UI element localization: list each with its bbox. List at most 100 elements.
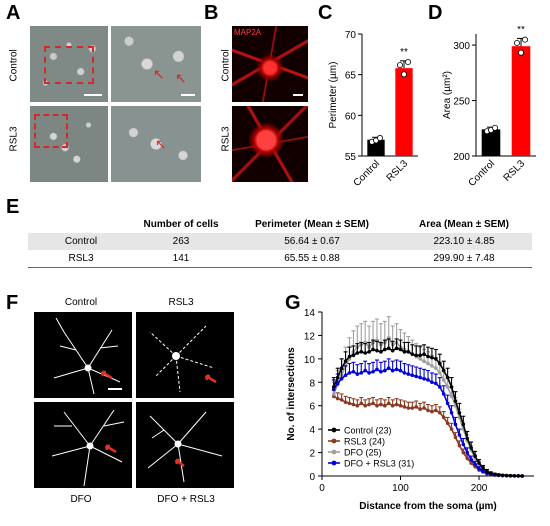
- y-tick-label: 4: [309, 425, 315, 436]
- data-point: [418, 407, 422, 412]
- panel-label-g: G: [285, 292, 301, 314]
- data-point: [398, 368, 403, 373]
- panel-label-b: B: [204, 2, 219, 24]
- y-axis-label: Area (µm²): [442, 71, 453, 119]
- data-point: [457, 433, 462, 437]
- data-point: [430, 355, 434, 360]
- data-point: [453, 435, 458, 440]
- data-point: [437, 410, 442, 415]
- panel-f-rsl3-image: [136, 312, 234, 398]
- table-cell: 223.10 ± 4.85: [433, 236, 495, 247]
- data-point: [343, 359, 348, 363]
- y-tick-label: 65: [345, 71, 357, 82]
- data-point: [405, 59, 412, 66]
- panel-f-control-image: [34, 312, 132, 398]
- table-row: RSL3 141 65.55 ± 0.88 299.90 ± 7.48: [28, 250, 532, 268]
- data-point: [485, 469, 489, 474]
- panel-label-c: C: [318, 2, 333, 24]
- panel-a-rsl3-zoom-image: ↖: [111, 106, 201, 182]
- panel-a-control-roi-box: [44, 46, 94, 84]
- data-point: [363, 351, 367, 355]
- data-point: [386, 346, 391, 351]
- data-point: [355, 372, 360, 376]
- panel-a-rsl3-overview-image: [30, 106, 108, 182]
- table-cell: Control: [64, 236, 98, 247]
- panel-label-d: D: [428, 2, 443, 24]
- y-tick-label: 2: [309, 449, 315, 460]
- data-point: [363, 368, 367, 373]
- arrow-icon: ↖: [155, 136, 167, 152]
- data-point: [441, 368, 446, 373]
- data-point: [445, 421, 450, 426]
- legend-label: DFO + RSL3 (31): [344, 459, 414, 469]
- panel-a-row-label-control: Control: [8, 49, 20, 82]
- data-point: [410, 406, 415, 410]
- data-point: [359, 401, 364, 406]
- data-point: [363, 403, 367, 408]
- x-tick-label: 0: [319, 483, 325, 494]
- data-point: [514, 39, 521, 46]
- data-point: [390, 368, 395, 373]
- panel-f-label-rsl3: RSL3: [168, 297, 194, 308]
- data-point: [469, 461, 473, 465]
- panel-f-dfo-rsl3-image: [136, 402, 234, 488]
- data-point: [496, 473, 501, 477]
- table-cell: 56.64 ± 0.67: [284, 236, 340, 247]
- panel-f-label-control: Control: [64, 297, 98, 308]
- panel-d-chart: 200 250 300 Area (µm²) Control RSL3 **: [442, 26, 536, 189]
- table-cell: 65.55 ± 0.88: [284, 253, 340, 264]
- panel-f-label-dfo-rsl3: DFO + RSL3: [157, 494, 215, 505]
- legend-marker: [331, 449, 337, 455]
- arrow-icon: [100, 370, 113, 380]
- data-point: [437, 385, 442, 389]
- table-header-row: Number of cells Perimeter (Mean ± SEM) A…: [28, 216, 532, 233]
- data-point: [402, 350, 407, 354]
- arrow-icon: [174, 458, 185, 467]
- panel-c-chart: 55 60 65 70 Perimeter (µm) Control RSL3 **: [328, 30, 418, 189]
- series-0: [331, 338, 525, 478]
- data-point: [508, 473, 513, 478]
- data-point: [351, 353, 356, 358]
- y-tick-label: 250: [453, 97, 470, 108]
- x-tick-label: Control: [467, 158, 498, 189]
- table-cell: 299.90 ± 7.48: [433, 253, 495, 264]
- data-point: [518, 49, 525, 56]
- data-point: [441, 415, 446, 420]
- data-point: [430, 409, 434, 414]
- legend-label: Control (23): [344, 426, 392, 436]
- data-point: [434, 366, 438, 371]
- legend-marker: [331, 438, 337, 444]
- panel-b-control-image: MAP2A: [232, 26, 308, 102]
- data-point: [383, 368, 387, 373]
- panel-label-e: E: [6, 196, 20, 218]
- data-point: [430, 364, 434, 368]
- significance-label: **: [517, 26, 525, 35]
- data-point: [445, 401, 450, 406]
- arrow-icon: [104, 444, 117, 454]
- legend: Control (23)RSL3 (24)DFO (25)DFO + RSL3 …: [328, 426, 414, 469]
- x-tick-label: RSL3: [502, 158, 528, 184]
- data-point: [410, 352, 415, 356]
- data-point: [457, 410, 462, 415]
- table-cell: 141: [172, 253, 190, 264]
- x-tick-label: 200: [471, 483, 488, 494]
- data-point: [492, 124, 499, 131]
- data-point: [343, 400, 348, 404]
- arrow-icon: ↖: [175, 70, 187, 86]
- y-tick-label: 55: [345, 152, 357, 163]
- data-point: [386, 366, 391, 371]
- data-point: [434, 357, 438, 361]
- panel-label-a: A: [6, 2, 21, 24]
- data-point: [398, 347, 403, 352]
- significance-label: **: [400, 47, 408, 58]
- arrow-icon: [204, 374, 217, 384]
- y-tick-label: 8: [309, 378, 315, 389]
- data-point: [414, 405, 419, 409]
- panel-a-scale-bar: [84, 94, 102, 96]
- data-point: [414, 374, 419, 379]
- data-point: [422, 406, 426, 410]
- data-point: [351, 369, 356, 374]
- data-point: [481, 466, 485, 470]
- data-point: [379, 350, 383, 354]
